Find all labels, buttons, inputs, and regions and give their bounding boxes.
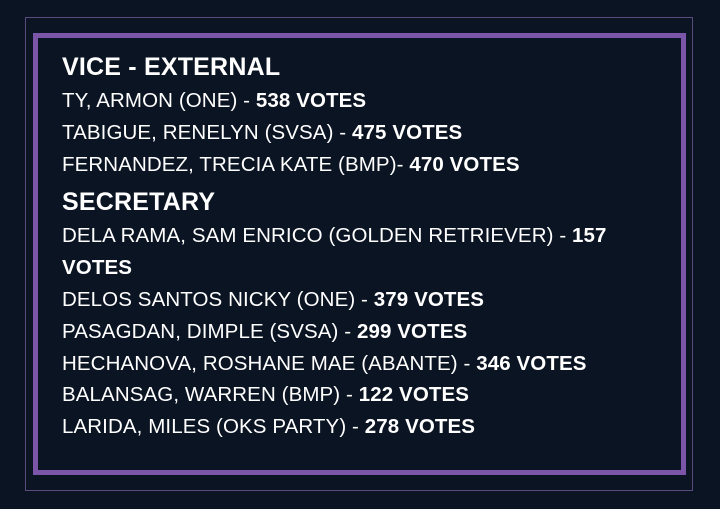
vote-count: 299 VOTES bbox=[356, 319, 468, 343]
candidate-name: DELOS SANTOS NICKY (ONE) - bbox=[62, 287, 374, 311]
candidate-name: LARIDA, MILES (OKS PARTY) - bbox=[62, 415, 365, 439]
candidate-name: DELA RAMA, SAM ENRICO (GOLDEN RETRIEVER)… bbox=[62, 224, 573, 248]
vote-count: 278 VOTES bbox=[364, 415, 476, 439]
candidate-entry: DELOS SANTOS NICKY (ONE) - 379 VOTES bbox=[62, 284, 682, 316]
candidate-name: TY, ARMON (ONE) - bbox=[62, 89, 256, 112]
vote-count: 122 VOTES bbox=[358, 383, 470, 407]
candidate-entry: PASAGDAN, DIMPLE (SVSA) - 299 VOTES bbox=[62, 316, 682, 348]
section-heading: SECRETARY bbox=[62, 188, 216, 217]
section-secretary: SECRETARY DELA RAMA, SAM ENRICO (GOLDEN … bbox=[62, 186, 682, 443]
vote-count: 157 VOTES bbox=[62, 224, 607, 280]
candidate-entry: DELA RAMA, SAM ENRICO (GOLDEN RETRIEVER)… bbox=[62, 220, 682, 284]
candidate-name: BALANSAG, WARREN (BMP) - bbox=[62, 383, 359, 407]
vote-count: 538 VOTES bbox=[255, 89, 367, 112]
candidate-entry: LARIDA, MILES (OKS PARTY) - 278 VOTES bbox=[62, 411, 682, 443]
candidate-entry: HECHANOVA, ROSHANE MAE (ABANTE) - 346 VO… bbox=[62, 348, 682, 380]
section-vice-external: VICE - EXTERNAL TY, ARMON (ONE) - 538 VO… bbox=[62, 51, 682, 180]
candidate-name: HECHANOVA, ROSHANE MAE (ABANTE) - bbox=[62, 351, 477, 375]
section-heading: VICE - EXTERNAL bbox=[62, 53, 281, 81]
vote-count: 470 VOTES bbox=[409, 152, 520, 176]
candidate-name: TABIGUE, RENELYN (SVSA) - bbox=[62, 120, 353, 144]
candidate-entry: TABIGUE, RENELYN (SVSA) - 475 VOTES bbox=[62, 117, 682, 149]
inner-frame-border bbox=[33, 33, 686, 475]
candidate-name: PASAGDAN, DIMPLE (SVSA) - bbox=[62, 319, 357, 343]
candidate-entry: TY, ARMON (ONE) - 538 VOTES bbox=[62, 85, 682, 117]
candidate-entry: FERNANDEZ, TRECIA KATE (BMP)- 470 VOTES bbox=[62, 149, 682, 181]
vote-count: 346 VOTES bbox=[476, 351, 587, 375]
vote-count: 475 VOTES bbox=[352, 120, 463, 144]
outer-frame-border bbox=[25, 17, 693, 491]
candidate-name: FERNANDEZ, TRECIA KATE (BMP)- bbox=[62, 152, 410, 176]
candidate-entry: BALANSAG, WARREN (BMP) - 122 VOTES bbox=[62, 379, 682, 411]
results-card: VICE - EXTERNAL TY, ARMON (ONE) - 538 VO… bbox=[62, 51, 682, 443]
vote-count: 379 VOTES bbox=[373, 287, 485, 311]
